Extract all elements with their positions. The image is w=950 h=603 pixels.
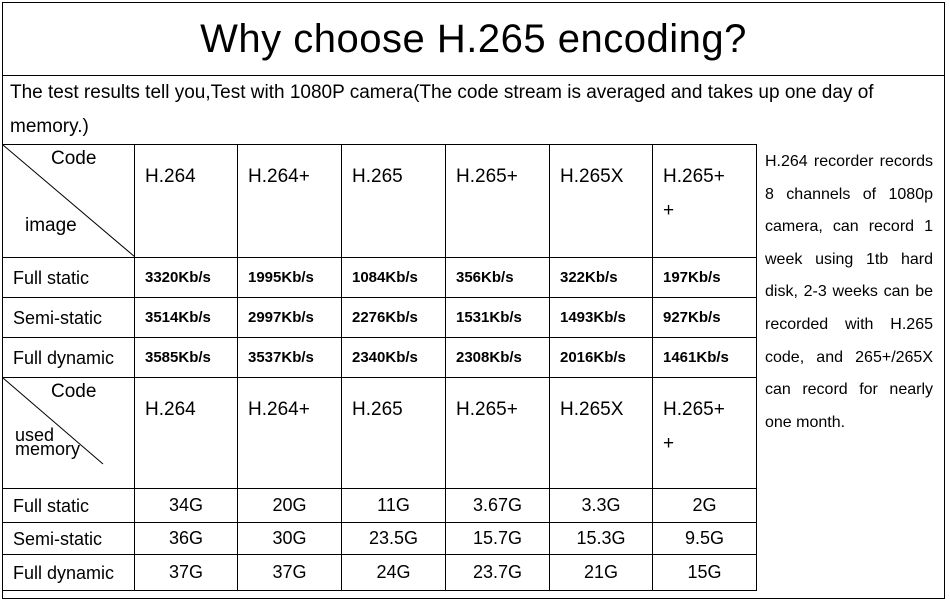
bitrate-cell: 2016Kb/s [549,337,653,378]
bitrate-cell: 1461Kb/s [652,337,757,378]
table-row: Full dynamic 37G 37G 24G 23.7G 21G 15G [2,554,757,591]
codec-header: H.265+ [445,377,550,489]
bitrate-header-row: Code image H.264 H.264+ H.265 H.265+ H.2… [2,144,757,258]
codec-header: H.265 [341,144,446,258]
codec-header: H.265+ + [652,377,757,489]
memory-cell: 15G [652,554,757,591]
page-title: Why choose H.265 encoding? [3,3,944,76]
bitrate-cell: 197Kb/s [652,257,757,298]
memory-cell: 11G [341,488,446,523]
row-label: Semi-static [2,297,135,338]
corner-image-label: image [25,215,77,236]
codec-header: H.265X [549,377,653,489]
memory-corner-cell: Code used memory [2,377,135,489]
bitrate-cell: 322Kb/s [549,257,653,298]
row-label: Full static [2,257,135,298]
table-row: Full dynamic 3585Kb/s 3537Kb/s 2340Kb/s … [2,337,757,378]
table-row: Semi-static 3514Kb/s 2997Kb/s 2276Kb/s 1… [2,297,757,338]
corner-code-label: Code [51,381,97,402]
memory-cell: 15.3G [549,522,653,555]
corner-code-label: Code [51,148,97,169]
memory-cell: 30G [237,522,342,555]
memory-cell: 20G [237,488,342,523]
memory-cell: 23.7G [445,554,550,591]
bitrate-cell: 3514Kb/s [134,297,238,338]
memory-cell: 2G [652,488,757,523]
row-label: Full dynamic [2,337,135,378]
codec-header: H.264+ [237,144,342,258]
codec-header: H.265+ [445,144,550,258]
bitrate-cell: 2340Kb/s [341,337,446,378]
bitrate-corner-cell: Code image [2,144,135,258]
table-row: Full static 3320Kb/s 1995Kb/s 1084Kb/s 3… [2,257,757,298]
comparison-table: Code image H.264 H.264+ H.265 H.265+ H.2… [2,144,757,591]
memory-cell: 3.67G [445,488,550,523]
side-note: H.264 recorder records 8 channels of 108… [765,153,933,431]
bitrate-cell: 1995Kb/s [237,257,342,298]
memory-cell: 37G [237,554,342,591]
diagonal-divider [3,145,134,257]
bitrate-cell: 2276Kb/s [341,297,446,338]
table-row: Semi-static 36G 30G 23.5G 15.7G 15.3G 9.… [2,522,757,555]
memory-cell: 15.7G [445,522,550,555]
row-label: Full static [2,488,135,523]
codec-header: H.264 [134,144,238,258]
bitrate-cell: 1531Kb/s [445,297,550,338]
codec-header: H.265+ + [652,144,757,258]
codec-header: H.265X [549,144,653,258]
corner-memory-label: used memory [15,425,81,459]
bitrate-cell: 3537Kb/s [237,337,342,378]
row-label: Semi-static [2,522,135,555]
memory-cell: 34G [134,488,238,523]
row-label: Full dynamic [2,554,135,591]
bitrate-cell: 3585Kb/s [134,337,238,378]
memory-cell: 3.3G [549,488,653,523]
bitrate-cell: 1084Kb/s [341,257,446,298]
codec-header: H.265 [341,377,446,489]
bitrate-cell: 2997Kb/s [237,297,342,338]
memory-cell: 23.5G [341,522,446,555]
bitrate-cell: 927Kb/s [652,297,757,338]
intro-text: The test results tell you,Test with 1080… [10,82,874,137]
memory-cell: 24G [341,554,446,591]
codec-header: H.264 [134,377,238,489]
memory-header-row: Code used memory H.264 H.264+ H.265 H.26… [2,377,757,489]
bitrate-cell: 2308Kb/s [445,337,550,378]
diagonal-divider [3,378,104,465]
memory-cell: 36G [134,522,238,555]
bitrate-cell: 356Kb/s [445,257,550,298]
codec-header: H.264+ [237,377,342,489]
memory-cell: 21G [549,554,653,591]
bitrate-cell: 1493Kb/s [549,297,653,338]
table-row: Full static 34G 20G 11G 3.67G 3.3G 2G [2,488,757,523]
memory-cell: 37G [134,554,238,591]
memory-cell: 9.5G [652,522,757,555]
bitrate-cell: 3320Kb/s [134,257,238,298]
